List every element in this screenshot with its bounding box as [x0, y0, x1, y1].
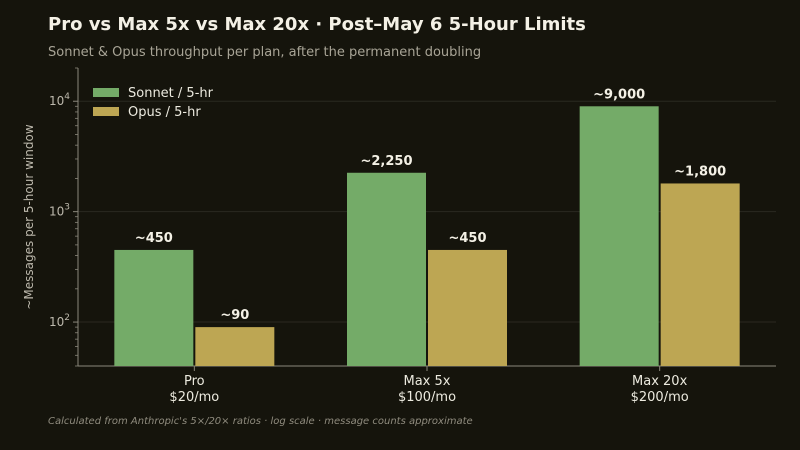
x-tick-label-0: Pro	[184, 374, 205, 389]
x-tick-label-1: Max 5x	[404, 374, 451, 389]
data-label-1-0: ~2,250	[360, 154, 412, 169]
data-label-0-0: ~450	[135, 231, 173, 246]
data-label-2-0: ~9,000	[593, 87, 645, 102]
legend-label-0: Sonnet / 5-hr	[128, 86, 214, 101]
y-tick-label-1: 103	[49, 203, 70, 219]
data-label-2-1: ~1,800	[674, 164, 726, 179]
data-label-0-1: ~90	[220, 308, 249, 323]
bar-1-0	[347, 172, 426, 366]
chart-subtitle: Sonnet & Opus throughput per plan, after…	[48, 45, 482, 60]
legend-label-1: Opus / 5-hr	[128, 105, 201, 120]
data-label-1-1: ~450	[448, 231, 486, 246]
bar-1-1	[428, 249, 507, 366]
legend-swatch-0	[93, 88, 119, 97]
x-tick-sublabel-0: $20/mo	[169, 390, 219, 405]
x-tick-sublabel-2: $200/mo	[631, 390, 689, 405]
bar-2-1	[660, 183, 740, 366]
bar-0-1	[195, 327, 275, 366]
y-axis-label: ~Messages per 5-hour window	[22, 124, 36, 309]
x-tick-label-2: Max 20x	[632, 374, 688, 389]
y-tick-label-0: 102	[49, 313, 70, 329]
bar-0-0	[114, 249, 194, 366]
x-tick-sublabel-1: $100/mo	[398, 390, 456, 405]
legend-swatch-1	[93, 107, 119, 116]
bar-2-0	[579, 106, 659, 366]
chart-footnote: Calculated from Anthropic's 5×/20× ratio…	[48, 416, 473, 427]
y-tick-label-2: 104	[49, 92, 70, 108]
chart-title: Pro vs Max 5x vs Max 20x · Post–May 6 5-…	[48, 14, 586, 35]
